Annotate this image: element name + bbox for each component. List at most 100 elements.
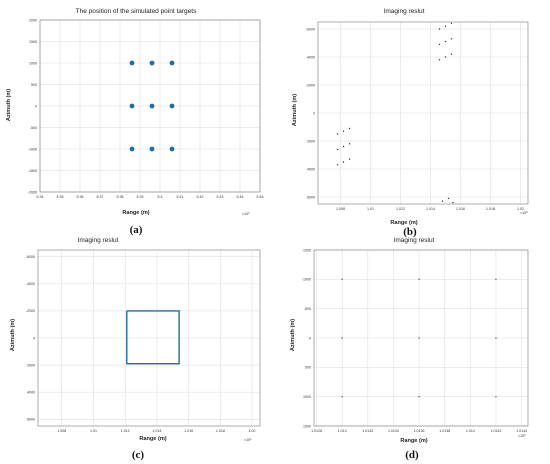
panel-a-x-tick-label: 5.35: [57, 195, 64, 199]
panel-b-point: [441, 200, 444, 202]
panel-a-x-exponent: ×10⁵: [242, 212, 250, 216]
panel-b-x-tick-label: 1.02: [517, 207, 524, 211]
panel-c: Imaging reslut Range (m) Azimuth (m) ×10…: [10, 237, 261, 461]
panel-a-point: [149, 103, 155, 109]
panel-a-point: [169, 103, 175, 109]
panel-d-x-tick-label: 1.0142: [490, 429, 501, 433]
panel-a-ylabel: Azimuth (m): [6, 89, 12, 121]
panel-c-xlabel: Range (m): [139, 436, 166, 442]
panel-b-y-tick-label: 4000: [307, 167, 315, 171]
panel-b-x-tick-label: 1.018: [486, 207, 495, 211]
panel-b-point: [336, 133, 339, 135]
panel-b-y-tick-label: 6000: [307, 195, 315, 199]
panel-b-y-tick-label: 2000: [307, 139, 315, 143]
panel-b-ylabel: Azimuth (m): [292, 94, 298, 126]
panel-a-y-tick-label: 1500: [29, 40, 37, 44]
panel-a-axes-frame: [39, 19, 261, 193]
panel-d-xlabel: Range (m): [400, 438, 427, 444]
panel-d-y-tick-label: -500: [304, 307, 311, 311]
panel-a-x-tick-label: 5.39: [137, 195, 144, 199]
panel-d-x-tick-label: 1.0132: [362, 429, 373, 433]
panel-a-x-tick-label: 5.44: [237, 195, 244, 199]
panel-d-y-tick-label: -1000: [302, 278, 311, 282]
panel-b-y-tick-label: -2000: [306, 83, 315, 87]
panel-b-point: [342, 161, 345, 163]
panel-d-x-tick-label: 1.0144: [516, 429, 527, 433]
panel-b-point: [348, 158, 351, 160]
panel-d-point: [418, 337, 420, 339]
panel-d-y-tick-label: 1500: [303, 424, 311, 428]
panel-c-x-exponent: ×10⁶: [244, 438, 252, 442]
panel-c-x-tick-label: 1.008: [57, 429, 66, 433]
panel-a-point: [129, 146, 135, 152]
panel-a-x-tick-label: 5.42: [197, 195, 204, 199]
panel-c-axes-frame: [37, 249, 261, 427]
panel-d-point: [341, 278, 343, 281]
panel-a-x-tick-label: 5.41: [177, 195, 184, 199]
panel-d-point: [495, 337, 497, 339]
panel-c-ylabel: Azimuth (m): [10, 319, 16, 351]
panel-c-y-tick-label: 2000: [27, 363, 35, 367]
panel-b-x-tick-label: 1.014: [426, 207, 435, 211]
panel-c-y-tick-label: 6000: [27, 418, 35, 422]
panel-a-point: [169, 146, 175, 152]
panel-a-y-tick-label: 2000: [29, 18, 37, 22]
panel-d-y-tick-label: 1000: [303, 395, 311, 399]
panel-b: Imaging reslut Range (m) Azimuth (m) ×10…: [292, 8, 529, 238]
panel-d-x-tick-label: 1.0138: [439, 429, 450, 433]
panel-c-y-tick-label: -4000: [26, 282, 35, 286]
panel-b-point: [444, 25, 447, 27]
panel-d-y-tick-label: 500: [305, 366, 311, 370]
panel-a-x-tick-label: 5.36: [77, 195, 84, 199]
panel-a-plot-area: 5.34 5.35 5.36 5.37 5.38 5.39 5.4 5.41 5.42 5.43 5…: [28, 18, 264, 199]
panel-d-y-tick-label: 0: [309, 336, 311, 340]
panel-a-x-tick-label: 5.34: [37, 195, 44, 199]
panel-a-x-tick-label: 5.45: [257, 195, 264, 199]
panel-a-y-tick-label: -500: [30, 126, 37, 130]
panel-d-caption: (d): [405, 449, 419, 461]
panel-b-y-tick-label: -4000: [306, 55, 315, 59]
panel-b-x-tick-label: 1.008: [336, 207, 345, 211]
panel-b-title: Imaging reslut: [384, 8, 425, 15]
panel-d-point: [495, 395, 497, 398]
panel-a-y-tick-label: 500: [31, 83, 37, 87]
panel-b-x-tick-label: 1.01: [367, 207, 374, 211]
panel-d-x-tick-label: 1.014: [466, 429, 475, 433]
panel-c-title: Imaging reslut: [78, 237, 119, 244]
panel-d-point: [418, 278, 420, 281]
panel-d-point: [495, 278, 497, 281]
panel-b-x-tick-label: 1.016: [456, 207, 465, 211]
panel-c-x-tick-label: 1.02: [249, 429, 256, 433]
panel-d-x-tick-label: 1.013: [338, 429, 347, 433]
panel-b-plot-area: 1.008 1.01 1.012 1.014 1.016 1.018 1.02 -6000 -4…: [306, 21, 529, 211]
panel-b-point: [336, 148, 339, 151]
panel-d-point: [341, 395, 343, 398]
panel-b-point: [438, 59, 441, 61]
panel-d: Imaging reslut Range (m) Azimuth (m) ×10…: [290, 237, 529, 461]
panel-b-point: [450, 22, 453, 25]
panel-a-point: [149, 60, 155, 66]
panel-c-plot-area: 1.008 1.01 1.012 1.014 1.016 1.018 1.02 -6000 -4…: [26, 249, 261, 433]
panel-c-y-tick-label: 4000: [27, 390, 35, 394]
panel-a-x-tick-label: 5.38: [117, 195, 124, 199]
panel-b-point: [438, 28, 441, 30]
panel-d-title: Imaging reslut: [394, 237, 435, 244]
panel-d-y-tick-label: -1500: [302, 248, 311, 252]
panel-a-title: The position of the simulated point targ…: [76, 8, 197, 15]
panel-c-result-outline: [126, 310, 180, 365]
panel-a-point: [129, 60, 135, 66]
panel-a-xlabel: Range (m): [122, 210, 149, 216]
panel-a-point: [129, 103, 135, 109]
panel-b-point: [450, 53, 453, 55]
panel-d-point: [418, 395, 420, 398]
panel-b-point: [342, 145, 345, 148]
panel-b-point: [447, 197, 450, 200]
panel-a-point: [149, 146, 155, 152]
panel-d-x-tick-label: 1.0128: [311, 429, 322, 433]
panel-c-x-tick-label: 1.014: [152, 429, 161, 433]
panel-b-point: [444, 40, 447, 43]
panel-c-x-tick-label: 1.016: [184, 429, 193, 433]
panel-d-x-tick-label: 1.0136: [414, 429, 425, 433]
panel-b-xlabel: Range (m): [390, 220, 417, 226]
